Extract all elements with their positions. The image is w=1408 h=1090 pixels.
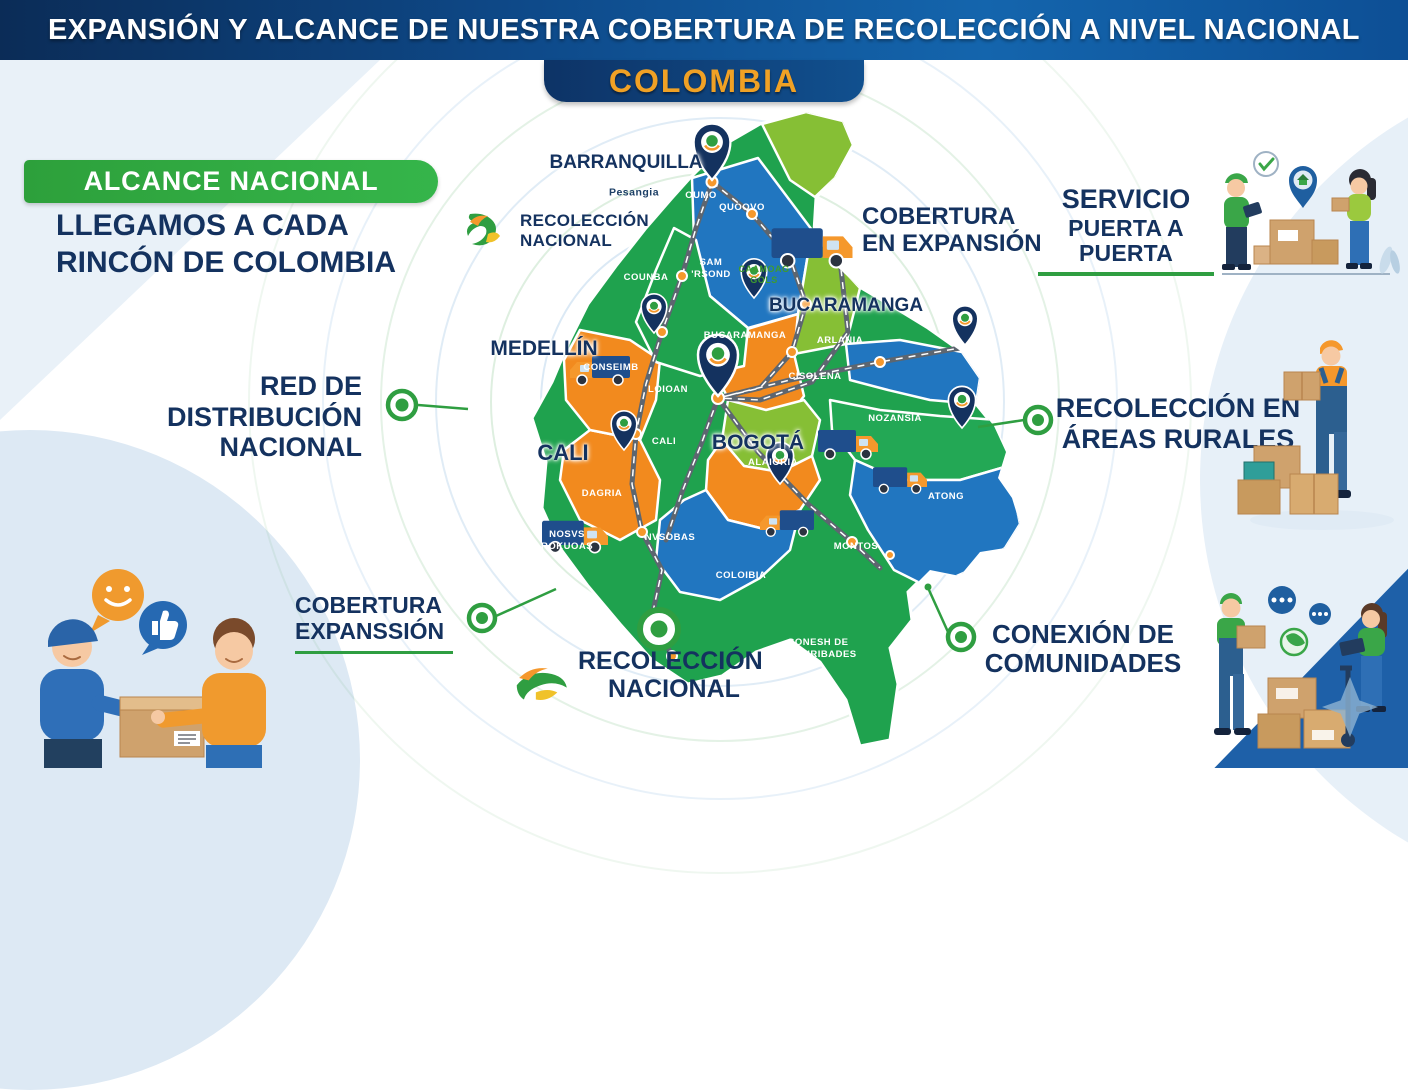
header-title: EXPANSIÓN Y ALCANCE DE NUESTRA COBERTURA… — [48, 13, 1360, 46]
laptop-woman — [1339, 603, 1387, 712]
brand-logo-top: RECOLECCIÓN NACIONAL — [462, 210, 649, 252]
worker-person — [1283, 340, 1351, 498]
green-underline — [295, 650, 453, 655]
alcance-nacional-label: ALCANCE NACIONAL — [83, 166, 379, 196]
country-badge: COLOMBIA — [544, 60, 864, 102]
plant-decor — [1379, 246, 1400, 274]
check-bubble-icon — [1253, 151, 1279, 177]
intro-subtitle: LLEGAMOS A CADA RINCÓN DE COLOMBIA — [56, 209, 396, 279]
ring-marker — [385, 388, 1054, 653]
rural-worker-illustration — [1237, 340, 1394, 530]
boxes-stack — [1237, 445, 1339, 515]
house-pin-icon — [1289, 166, 1317, 208]
delivery-person — [40, 619, 155, 768]
road-nodes — [630, 175, 895, 662]
star-watermark — [1322, 677, 1378, 737]
country-badge-label: COLOMBIA — [608, 62, 800, 99]
thumbs-up-bubble-icon — [139, 601, 187, 655]
door-to-door-illustration — [1222, 151, 1400, 275]
boxes-stack — [1253, 219, 1339, 265]
header-banner: EXPANSIÓN Y ALCANCE DE NUESTRA COBERTURA… — [0, 0, 1408, 60]
callout-cobertura-en-expansion: COBERTURA EN EXPANSIÓN — [862, 203, 1042, 258]
brand-swoosh-icon — [467, 213, 500, 246]
courier-person — [1222, 173, 1262, 270]
customer-woman — [1331, 169, 1376, 269]
customer-person — [151, 618, 266, 768]
handoff-illustration — [40, 569, 266, 768]
smiley-bubble-icon — [90, 569, 144, 633]
colombia-map: .tbox{fill:#1f4e8c;} .tcab{fill:#f5982c;… — [530, 110, 1020, 748]
brand-logo-bottom: RECOLECCIÓN NACIONAL — [512, 647, 763, 710]
brand-swoosh-icon — [516, 668, 567, 700]
callout-recoleccion-rurales: RECOLECCIÓN EN ÁREAS RURALES — [1055, 393, 1301, 454]
globe-icon — [1279, 627, 1309, 657]
communities-illustration — [1214, 586, 1387, 749]
dots-bubble-icon — [1268, 586, 1331, 625]
connector-layer — [385, 388, 1054, 653]
callout-conexion-comunidades: CONEXIÓN DE COMUNIDADES — [984, 619, 1182, 679]
alcance-nacional-banner: ALCANCE NACIONAL — [24, 160, 438, 203]
green-underline — [1038, 272, 1214, 276]
worker-person — [1214, 593, 1266, 735]
boxes-stack — [1257, 677, 1351, 749]
callout-red-distribucion: RED DE DISTRIBUCIÓN NACIONAL — [167, 371, 362, 462]
callout-cobertura-expanssion: COBERTURA EXPANSSIÓN — [295, 592, 460, 655]
callout-servicio-puerta: SERVICIO PUERTA A PUERTA — [1028, 184, 1224, 276]
